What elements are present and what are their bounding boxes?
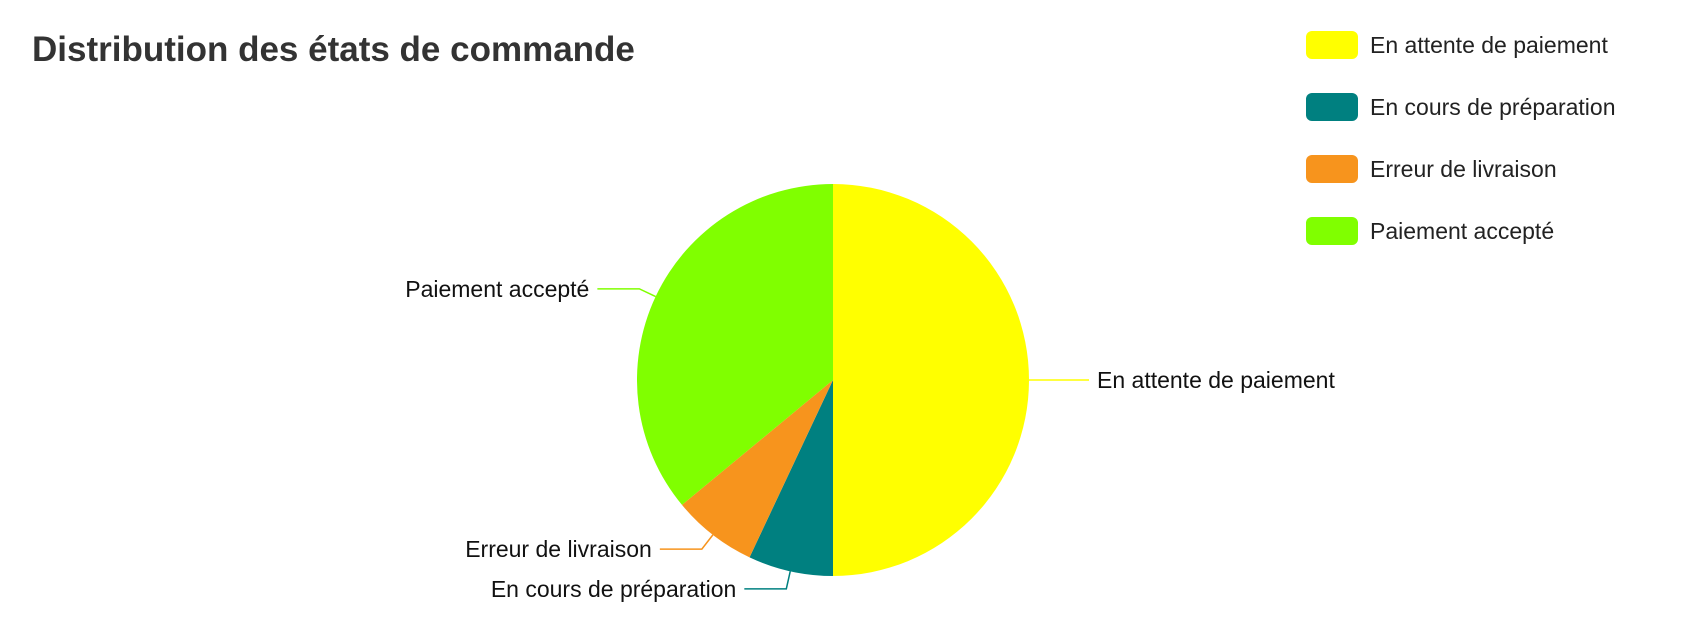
chart-legend: En attente de paiement En cours de prépa…: [1306, 30, 1616, 278]
legend-swatch: [1306, 155, 1358, 183]
legend-swatch: [1306, 31, 1358, 59]
legend-swatch: [1306, 93, 1358, 121]
legend-swatch: [1306, 217, 1358, 245]
slice-label: Paiement accepté: [405, 276, 589, 302]
leader-line: [597, 288, 656, 298]
slice-label: Erreur de livraison: [465, 536, 652, 562]
leader-line: [659, 534, 714, 550]
legend-item-paiement-accepte[interactable]: Paiement accepté: [1306, 216, 1616, 246]
legend-item-en-attente[interactable]: En attente de paiement: [1306, 30, 1616, 60]
slice-label: En attente de paiement: [1097, 367, 1335, 393]
legend-label: Paiement accepté: [1370, 217, 1555, 244]
legend-label: En attente de paiement: [1370, 31, 1608, 58]
legend-item-erreur[interactable]: Erreur de livraison: [1306, 154, 1616, 184]
pie-slice-erreur[interactable]: [681, 380, 833, 558]
chart-title: Distribution des états de commande: [32, 30, 635, 69]
legend-item-en-cours[interactable]: En cours de préparation: [1306, 92, 1616, 122]
legend-label: Erreur de livraison: [1370, 155, 1557, 182]
slice-label: En cours de préparation: [491, 576, 737, 602]
legend-label: En cours de préparation: [1370, 93, 1616, 120]
pie-slice-paiement-accepte[interactable]: [637, 184, 833, 505]
pie-slice-en-attente[interactable]: [833, 184, 1029, 576]
leader-line: [744, 571, 791, 590]
pie-slice-en-cours[interactable]: [749, 380, 833, 576]
